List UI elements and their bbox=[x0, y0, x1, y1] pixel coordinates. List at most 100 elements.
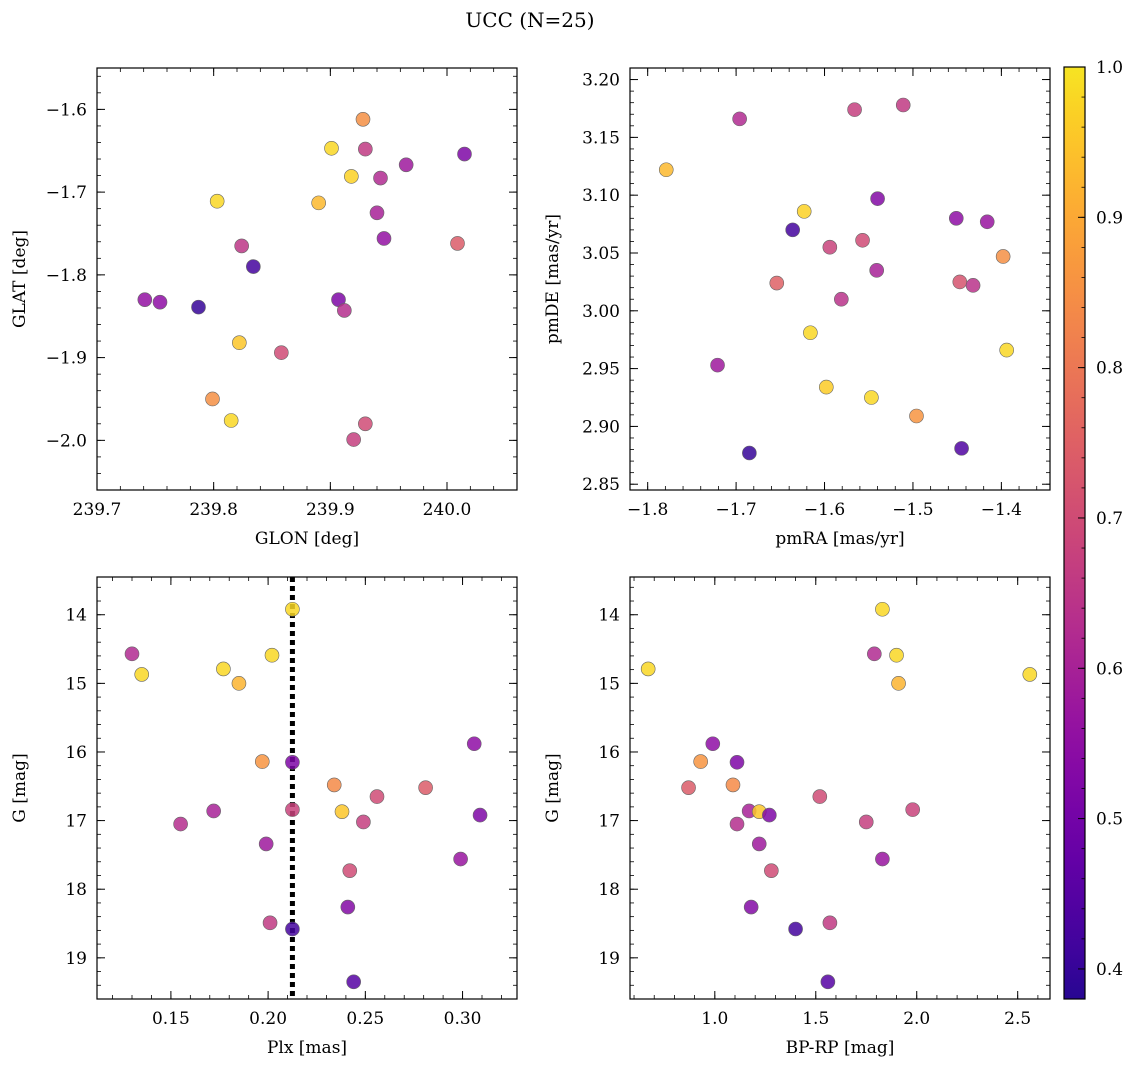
data-point bbox=[858, 814, 874, 830]
data-point bbox=[658, 162, 674, 178]
data-point bbox=[173, 816, 188, 832]
colorbar-tick-label: 0.5 bbox=[1096, 810, 1123, 830]
data-point bbox=[732, 111, 747, 127]
data-point bbox=[769, 275, 785, 291]
panel-1: 239.7 239.8 239.9 240.0 −1.6 −1.7 −1.8 −1.9 −2.0… bbox=[10, 67, 518, 549]
data-point bbox=[764, 863, 779, 878]
data-point bbox=[262, 915, 278, 931]
data-point bbox=[847, 102, 862, 117]
data-point bbox=[344, 169, 359, 184]
data-point bbox=[870, 191, 885, 206]
y-tick-label: 2.85 bbox=[582, 475, 620, 495]
data-point bbox=[875, 851, 890, 867]
y-tick-label: 19 bbox=[65, 949, 87, 969]
y-tick-label: −1.6 bbox=[46, 100, 87, 120]
y-axis-label: GLAT [deg] bbox=[10, 230, 30, 328]
data-point bbox=[206, 803, 221, 819]
data-point bbox=[124, 646, 140, 662]
data-point bbox=[952, 274, 968, 290]
data-point bbox=[285, 802, 300, 817]
data-point bbox=[995, 249, 1011, 264]
y-axis-label: G [mag] bbox=[10, 753, 30, 822]
data-point bbox=[358, 416, 373, 432]
x-tick-label: 1.0 bbox=[701, 1009, 728, 1029]
y-tick-label: −1.9 bbox=[46, 349, 87, 369]
data-point bbox=[788, 921, 803, 937]
data-point bbox=[337, 303, 352, 318]
x-tick-label: −1.6 bbox=[804, 500, 845, 520]
data-point bbox=[965, 278, 981, 293]
data-point bbox=[355, 112, 371, 127]
x-tick-label: 0.15 bbox=[152, 1009, 190, 1029]
data-point bbox=[466, 736, 482, 752]
panel-2: −1.8 −1.7 −1.6 −1.5 −1.4 2.85 2.90 2.95 3.00 3.05… bbox=[543, 67, 1051, 549]
y-tick-label: 3.10 bbox=[582, 186, 620, 206]
data-point bbox=[855, 232, 870, 248]
axes-frame bbox=[96, 67, 518, 491]
y-tick-label: 17 bbox=[65, 812, 87, 832]
data-point bbox=[223, 413, 239, 428]
colorbar-tick-label: 0.8 bbox=[1096, 359, 1123, 379]
data-point bbox=[867, 646, 882, 662]
x-tick-label: −1.8 bbox=[627, 500, 668, 520]
axes-frame bbox=[96, 576, 518, 1000]
data-point bbox=[311, 195, 326, 211]
y-tick-label: 18 bbox=[65, 880, 87, 900]
data-point bbox=[356, 814, 371, 830]
x-tick-label: 2.5 bbox=[1004, 1009, 1031, 1029]
data-point bbox=[954, 441, 969, 456]
y-tick-label: 2.90 bbox=[582, 417, 620, 437]
data-point bbox=[895, 97, 911, 113]
data-point bbox=[285, 754, 300, 770]
data-point bbox=[472, 807, 488, 823]
data-point bbox=[820, 974, 836, 990]
data-point bbox=[346, 432, 361, 447]
data-point bbox=[725, 777, 741, 793]
data-point bbox=[822, 915, 838, 931]
data-point bbox=[205, 391, 220, 407]
y-tick-label: 2.95 bbox=[582, 360, 620, 380]
data-point bbox=[891, 676, 906, 691]
y-tick-label: 16 bbox=[65, 743, 87, 763]
data-point bbox=[342, 863, 358, 878]
data-point bbox=[134, 667, 150, 682]
x-tick-label: 0.30 bbox=[444, 1009, 482, 1029]
x-tick-label: 239.9 bbox=[306, 500, 355, 520]
data-point bbox=[346, 974, 361, 990]
x-axis-label: Plx [mas] bbox=[267, 1038, 347, 1058]
x-tick-label: 2.0 bbox=[903, 1009, 930, 1029]
data-point bbox=[450, 236, 465, 251]
data-point bbox=[762, 807, 777, 823]
data-point bbox=[864, 390, 879, 405]
data-point bbox=[812, 789, 828, 804]
data-point bbox=[216, 661, 231, 677]
data-point bbox=[232, 335, 247, 351]
y-tick-label: 16 bbox=[598, 743, 620, 763]
data-point bbox=[254, 754, 270, 769]
panel-4: 1.0 1.5 2.0 2.5 14 15 16 17 18 19 BP-RP [mag] G [ma… bbox=[543, 576, 1051, 1058]
y-tick-label: 17 bbox=[598, 812, 620, 832]
data-point bbox=[246, 259, 261, 274]
y-tick-label: 18 bbox=[598, 880, 620, 900]
data-point bbox=[373, 170, 388, 186]
data-point bbox=[909, 408, 924, 424]
data-point bbox=[457, 146, 472, 162]
y-tick-label: 15 bbox=[65, 674, 87, 694]
axes-frame bbox=[629, 576, 1051, 1000]
data-point bbox=[418, 780, 433, 795]
data-point bbox=[264, 647, 280, 663]
data-point bbox=[905, 802, 920, 817]
data-point bbox=[152, 294, 168, 310]
y-tick-label: 15 bbox=[598, 674, 620, 694]
data-point bbox=[274, 345, 289, 360]
data-point bbox=[334, 804, 350, 819]
data-point bbox=[785, 222, 800, 238]
data-point bbox=[710, 357, 725, 373]
y-tick-label: 14 bbox=[65, 606, 87, 626]
data-point bbox=[324, 140, 339, 156]
data-point bbox=[751, 836, 767, 852]
data-point bbox=[948, 211, 964, 226]
y-tick-label: −1.7 bbox=[46, 183, 87, 203]
colorbar-tick-label: 0.7 bbox=[1096, 509, 1123, 529]
data-point bbox=[803, 325, 818, 341]
